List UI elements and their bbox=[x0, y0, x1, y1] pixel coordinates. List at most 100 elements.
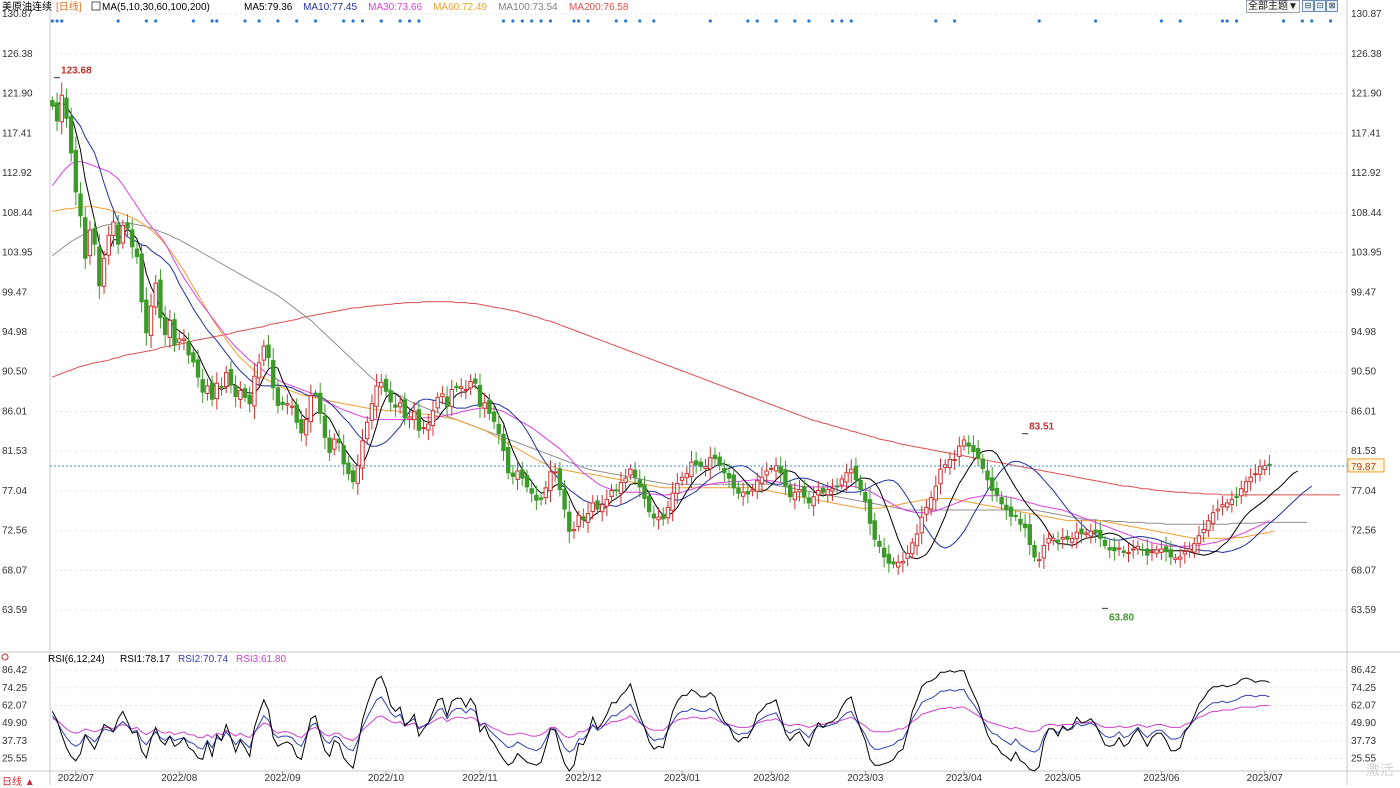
candle-body bbox=[303, 419, 309, 436]
ma60-line bbox=[52, 205, 1275, 539]
candle-body bbox=[1201, 528, 1206, 534]
candle-body bbox=[68, 116, 74, 154]
candle-body bbox=[567, 511, 572, 532]
candle-body bbox=[637, 479, 642, 488]
candle-body bbox=[1177, 556, 1183, 560]
window-restore-icon[interactable]: ⊡ bbox=[1314, 0, 1326, 12]
x-tick-label: 2023/06 bbox=[1143, 773, 1180, 784]
candle-body bbox=[233, 385, 238, 398]
x-tick-label: 2022/11 bbox=[462, 773, 498, 784]
candle-body bbox=[1140, 548, 1145, 551]
x-tick-label: 2022/10 bbox=[368, 773, 405, 784]
candle-body bbox=[783, 469, 788, 487]
event-marker bbox=[520, 19, 524, 23]
candle-body bbox=[1088, 530, 1094, 537]
event-marker bbox=[572, 19, 576, 23]
rsi-y-tick-left: 62.07 bbox=[2, 700, 27, 711]
ma5-line bbox=[52, 100, 1298, 560]
event-marker bbox=[342, 19, 346, 23]
candle-body bbox=[294, 404, 299, 423]
candle-body bbox=[195, 359, 201, 378]
candle-body bbox=[383, 378, 389, 392]
candle-body bbox=[144, 299, 149, 334]
y-tick-label-left: 72.56 bbox=[2, 526, 27, 537]
candle-body bbox=[590, 502, 595, 512]
candle-body bbox=[153, 282, 158, 308]
candle-body bbox=[97, 246, 102, 287]
rsi-y-tick-right: 25.55 bbox=[1351, 754, 1376, 765]
candle-body bbox=[242, 388, 248, 398]
event-marker bbox=[1093, 19, 1098, 23]
candle-body bbox=[219, 385, 224, 388]
candle-body bbox=[787, 485, 793, 498]
event-marker bbox=[530, 19, 534, 23]
candle-body bbox=[482, 402, 487, 409]
window-close-icon[interactable]: ⊠ bbox=[1326, 0, 1338, 12]
candle-body bbox=[764, 470, 769, 476]
candle-body bbox=[1149, 551, 1155, 554]
rsi-y-tick-right: 86.42 bbox=[1351, 665, 1376, 676]
candle-body bbox=[115, 224, 121, 245]
candle-body bbox=[421, 427, 426, 430]
candle-body bbox=[520, 469, 525, 479]
y-tick-label-right: 68.07 bbox=[1351, 566, 1376, 577]
candle-body bbox=[1121, 550, 1126, 554]
candle-body bbox=[966, 442, 971, 447]
candle-body bbox=[289, 405, 295, 408]
event-marker bbox=[60, 19, 64, 23]
candle-body bbox=[1257, 466, 1263, 475]
candle-body bbox=[792, 491, 798, 501]
y-tick-label-left: 68.07 bbox=[2, 566, 27, 577]
candle-body bbox=[618, 482, 624, 495]
candle-body bbox=[92, 228, 97, 245]
candle-body bbox=[355, 465, 360, 484]
rsi3-value-label: RSI3:61.80 bbox=[236, 654, 286, 665]
event-marker bbox=[1328, 19, 1333, 23]
candle-body bbox=[1229, 498, 1235, 506]
rsi-settings-icon bbox=[1, 653, 9, 661]
event-marker bbox=[1281, 19, 1286, 23]
annotation-label: 83.51 bbox=[1029, 422, 1054, 433]
theme-select-button[interactable]: 全部主题▼ bbox=[1246, 0, 1300, 13]
candle-body bbox=[172, 319, 177, 346]
candle-body bbox=[111, 221, 116, 237]
event-marker bbox=[295, 19, 299, 23]
candle-body bbox=[999, 496, 1004, 505]
candle-body bbox=[130, 229, 135, 248]
y-tick-label-left: 99.47 bbox=[2, 287, 27, 298]
candle-body bbox=[1135, 545, 1141, 550]
x-axis: 2022/07 2022/08 2022/09 2022/10 2022/11 2022/… bbox=[58, 771, 1284, 784]
x-tick-label: 2022/09 bbox=[265, 773, 302, 784]
candle-body bbox=[839, 478, 845, 486]
event-marker bbox=[276, 19, 280, 23]
candle-body bbox=[571, 528, 577, 532]
candle-body bbox=[388, 390, 393, 403]
candle-body bbox=[834, 485, 840, 488]
candle-body bbox=[1098, 529, 1103, 539]
event-marker bbox=[116, 19, 120, 23]
candle-body bbox=[181, 338, 187, 341]
candle-body bbox=[670, 492, 675, 511]
candle-body bbox=[463, 388, 469, 391]
event-marker bbox=[144, 19, 148, 23]
rsi1-value-label: RSI1:78.17 bbox=[120, 654, 170, 665]
candle-body bbox=[693, 460, 699, 466]
candle-body bbox=[1041, 544, 1047, 559]
candle-body bbox=[740, 491, 746, 497]
period-toggle-button[interactable]: 日线 ▲ bbox=[2, 777, 35, 788]
rsi-y-tick-right: 37.73 bbox=[1351, 736, 1376, 747]
candle-body bbox=[717, 456, 722, 467]
event-marker bbox=[351, 19, 355, 23]
candle-body bbox=[736, 487, 741, 494]
price-annotations: 123.68 83.51 63.80 bbox=[54, 66, 1134, 623]
candle-body bbox=[708, 457, 713, 470]
candle-body bbox=[548, 471, 553, 492]
x-tick-label: 2023/07 bbox=[1247, 773, 1284, 784]
candle-body bbox=[1267, 463, 1272, 467]
candle-body bbox=[646, 495, 652, 513]
candle-body bbox=[863, 492, 868, 502]
window-minimize-icon[interactable]: ⊟ bbox=[1302, 0, 1314, 12]
candle-body bbox=[1130, 548, 1136, 551]
